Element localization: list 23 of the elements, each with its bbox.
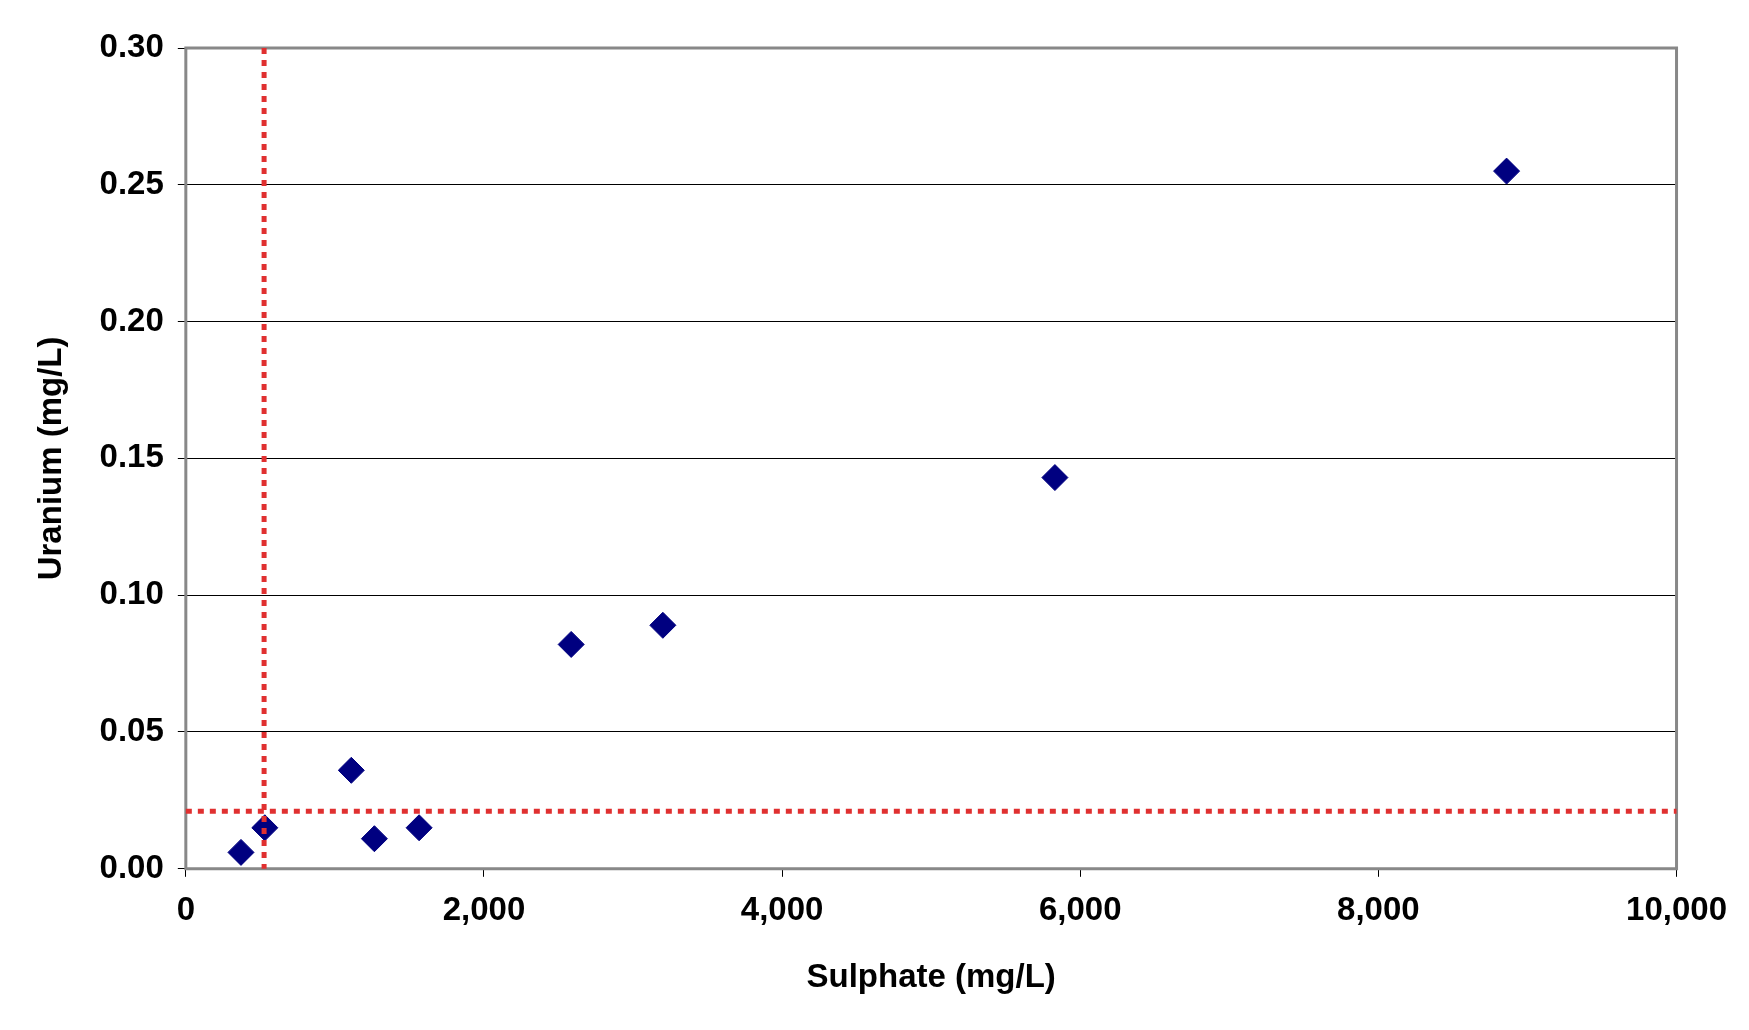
point xyxy=(405,814,433,842)
point xyxy=(1493,157,1521,185)
point xyxy=(360,825,388,853)
y-axis-title: Uranium (mg/L) xyxy=(30,336,68,581)
x-tick-label: 2,000 xyxy=(442,889,526,927)
x-tick-label: 6,000 xyxy=(1038,889,1122,927)
y-tick-label: 0.20 xyxy=(99,300,164,338)
y-tick-label: 0.15 xyxy=(99,437,164,475)
y-tick-label: 0.30 xyxy=(99,27,164,65)
point xyxy=(337,756,365,784)
x-tick-label: 4,000 xyxy=(740,889,824,927)
y-tick-label: 0.00 xyxy=(99,847,164,885)
point xyxy=(557,630,585,658)
y-tick-label: 0.10 xyxy=(99,574,164,612)
y-tick-label: 0.05 xyxy=(99,711,164,749)
point xyxy=(227,838,255,866)
x-tick-label: 10,000 xyxy=(1626,889,1727,927)
x-tick-label: 0 xyxy=(176,889,196,927)
point xyxy=(1041,464,1069,492)
y-tick-label: 0.25 xyxy=(99,163,164,201)
x-axis-title: Sulphate (mg/L) xyxy=(806,957,1056,995)
x-tick-label: 8,000 xyxy=(1337,889,1420,927)
point xyxy=(649,611,677,639)
